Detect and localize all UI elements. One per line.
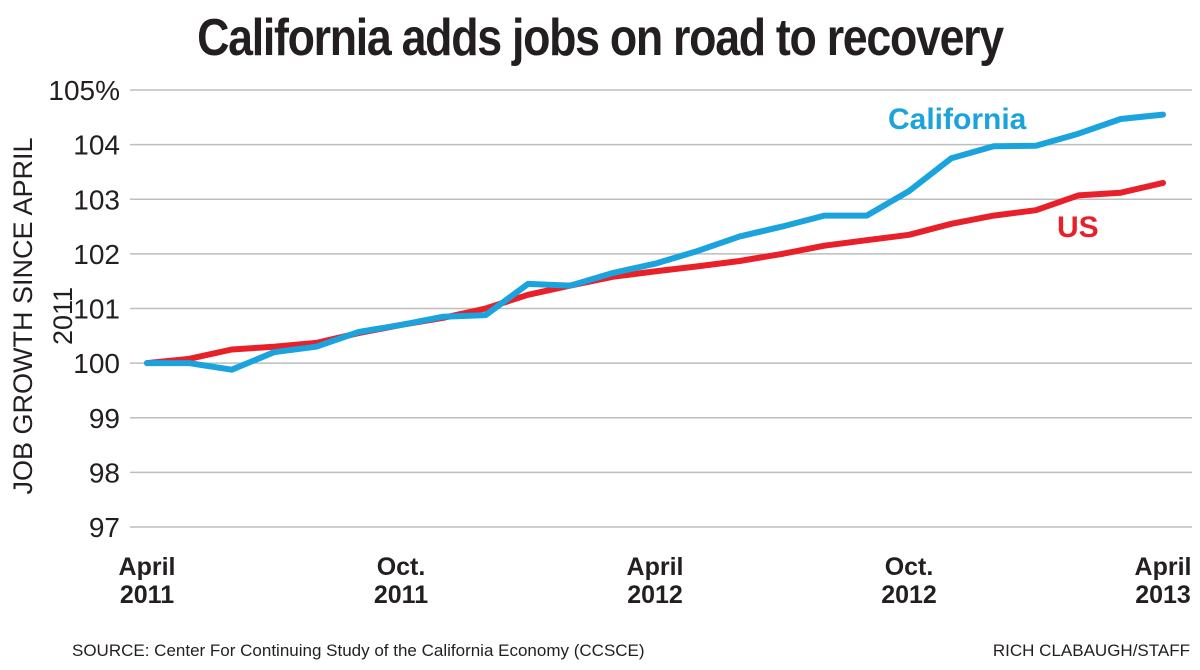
source-note: SOURCE: Center For Continuing Study of t… xyxy=(72,641,645,660)
y-tick-label: 97 xyxy=(89,512,120,543)
x-tick-label: Oct. 2011 xyxy=(374,553,428,609)
y-tick-label: 104 xyxy=(73,130,120,161)
y-tick-label: 99 xyxy=(89,403,120,434)
x-tick-label: April 2013 xyxy=(1135,553,1192,609)
y-axis-ticks: 97 98 99 100 101 102 103 104 105% xyxy=(48,75,120,543)
y-tick-label: 102 xyxy=(73,239,120,270)
chart-title: California adds jobs on road to recovery xyxy=(197,9,1004,67)
x-tick-label: April 2011 xyxy=(119,553,176,609)
series-labels: California US xyxy=(888,103,1099,244)
y-tick-label: 105% xyxy=(48,75,120,106)
x-tick-label: April 2012 xyxy=(627,553,684,609)
y-tick-label: 98 xyxy=(89,457,120,488)
y-tick-label: 100 xyxy=(73,348,120,379)
y-tick-label: 101 xyxy=(73,294,120,325)
series-label-us: US xyxy=(1057,211,1099,244)
gridlines xyxy=(130,89,1192,528)
series-line-us xyxy=(144,179,1166,367)
x-axis-ticks: April 2011 Oct. 2011 April 2012 Oct. 2012 April 2… xyxy=(119,553,1192,609)
credit-note: RICH CLABAUGH/STAFF xyxy=(992,641,1190,660)
series-label-california: California xyxy=(888,103,1027,136)
series-line-california xyxy=(144,111,1166,373)
series-lines xyxy=(144,111,1166,373)
y-tick-label: 103 xyxy=(73,184,120,215)
x-tick-label: Oct. 2012 xyxy=(881,553,937,609)
